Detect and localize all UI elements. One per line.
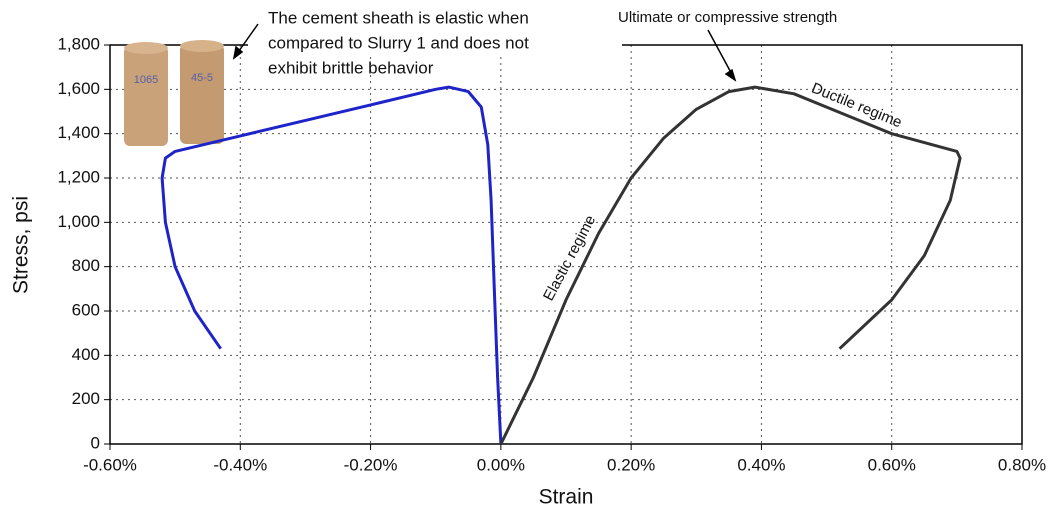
y-tick-label: 1,600 xyxy=(57,79,100,98)
y-tick-label: 1,400 xyxy=(57,123,100,142)
y-tick-label: 1,000 xyxy=(57,212,100,231)
y-axis-label: Stress, psi xyxy=(10,196,33,294)
annotation: The cement sheath is elastic when xyxy=(268,8,529,27)
x-tick-label: -0.40% xyxy=(213,455,267,474)
y-tick-label: 400 xyxy=(72,345,100,364)
grid xyxy=(109,44,1023,445)
sample-photo: 1065 45-5 xyxy=(124,40,224,146)
y-tick-label: 0 xyxy=(91,433,100,452)
y-tick-label: 1,800 xyxy=(57,34,100,53)
x-axis-label: Strain xyxy=(539,486,594,509)
plot-frame xyxy=(109,44,1023,445)
annotation: compared to Slurry 1 and does not xyxy=(268,33,529,52)
label-backdrop xyxy=(248,36,622,54)
data-line xyxy=(499,85,962,445)
x-tick-label: -0.60% xyxy=(83,455,137,474)
x-tick-label: 0.80% xyxy=(998,455,1046,474)
arrows xyxy=(232,23,737,82)
svg-text:45-5: 45-5 xyxy=(191,72,213,84)
svg-text:1065: 1065 xyxy=(134,74,158,86)
data-line xyxy=(160,85,503,445)
y-tick-label: 200 xyxy=(72,389,100,408)
x-tick-label: 0.60% xyxy=(868,455,916,474)
y-tick-label: 600 xyxy=(72,300,100,319)
annotation: exhibit brittle behavior xyxy=(268,58,434,77)
x-tick-label: 0.40% xyxy=(737,455,785,474)
y-tick-label: 1,200 xyxy=(57,167,100,186)
annotation: Ultimate or compressive strength xyxy=(618,9,837,26)
x-tick-label: 0.20% xyxy=(607,455,655,474)
x-tick-label: 0.00% xyxy=(477,455,525,474)
x-tick-label: -0.20% xyxy=(344,455,398,474)
y-tick-label: 800 xyxy=(72,256,100,275)
